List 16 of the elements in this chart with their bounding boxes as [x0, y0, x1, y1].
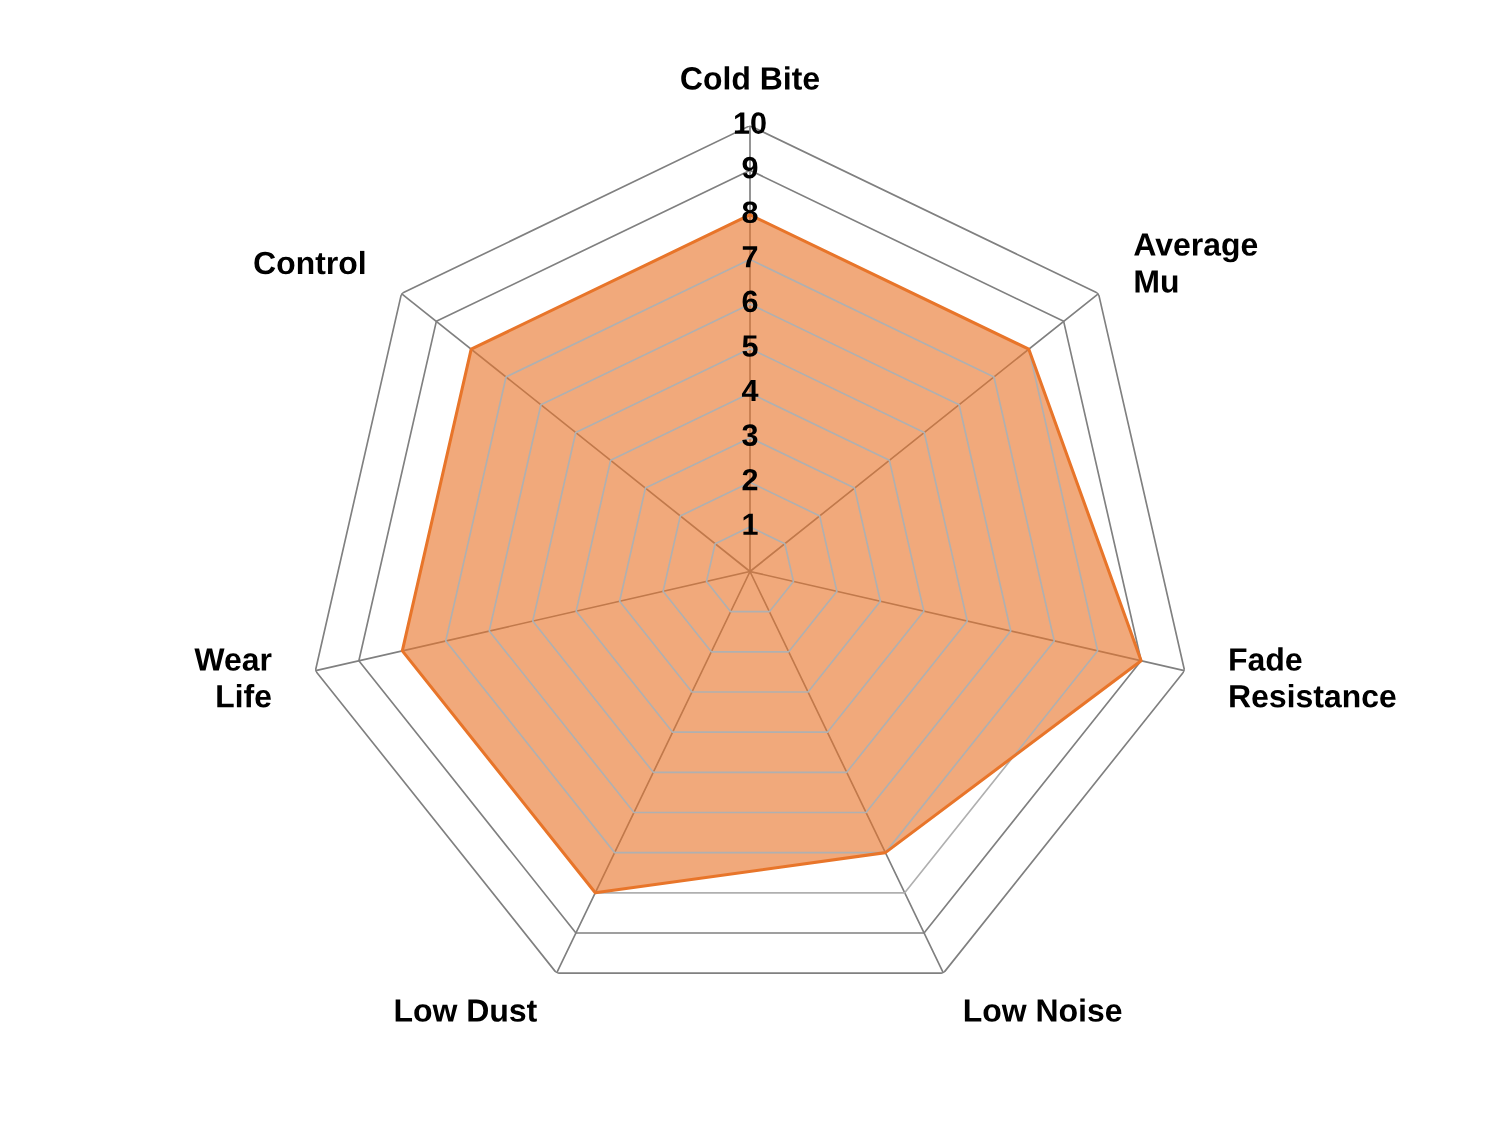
y-tick-label: 2	[742, 468, 758, 491]
y-tick-label: 9	[742, 156, 758, 179]
y-tick-label: 1	[743, 513, 758, 535]
y-tick-label: 5	[742, 335, 758, 357]
y-tick-label: 4	[741, 380, 759, 402]
spoke-label: Average Mu	[1134, 233, 1258, 293]
y-tick-label: 7	[742, 246, 758, 268]
spoke-label: Fade Resistance	[1230, 647, 1396, 708]
spoke-label: Wear Life	[194, 648, 272, 708]
y-tick-label: 6	[742, 290, 758, 313]
y-tick-label: 10	[734, 112, 766, 134]
spoke-label: Cold Bite	[681, 66, 820, 90]
spoke-label: Low Noise	[964, 998, 1122, 1022]
spoke-label: Control	[254, 250, 365, 275]
spoke-label: Low Dust	[395, 999, 537, 1022]
y-tick-label: 3	[742, 424, 758, 447]
